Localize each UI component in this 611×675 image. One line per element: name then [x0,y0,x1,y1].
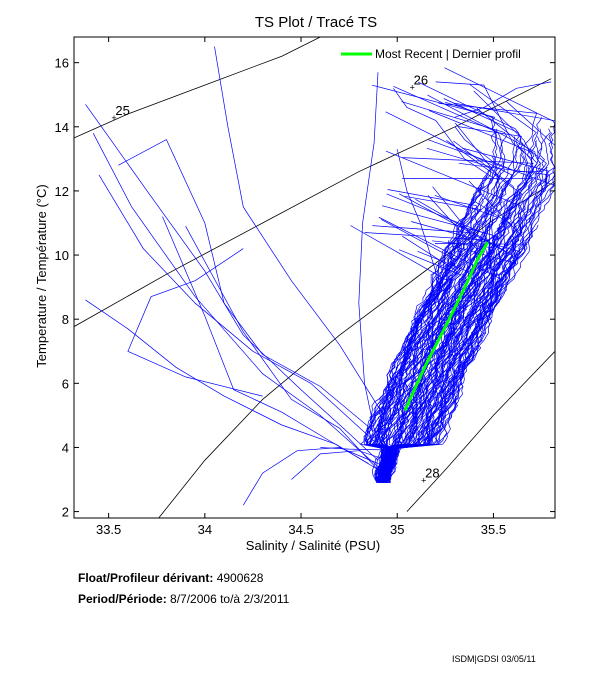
footer-credit: ISDM|GDSI 03/05/11 [452,654,536,664]
x-tick-label: 34.5 [288,522,313,537]
most-recent-line [403,241,489,412]
float-id: 4900628 [216,571,264,585]
y-tick-label: 14 [55,120,69,135]
y-tick-label: 4 [62,440,69,455]
density-contour [74,78,552,328]
contour-label: 25 [115,103,129,118]
profile-line [365,236,466,483]
density-contour [74,37,321,139]
period-info: Period/Période: 8/7/2006 to/à 2/3/2011 [78,592,289,606]
x-axis: 33.5 34 34.5 35 35.5 [96,37,506,537]
contour-marker: + [410,83,415,93]
y-axis: 2 4 6 8 10 12 14 16 [55,56,555,520]
profile-line [381,157,534,483]
y-tick-label: 16 [55,56,69,71]
contour-labels: +25+26+28 [111,73,439,486]
profile-line [375,163,504,483]
profile-line [350,225,452,483]
profile-line [384,197,529,483]
legend-label: Most Recent | Dernier profil [375,47,521,61]
profile-line [377,85,505,483]
profile-line [85,299,384,474]
density-contour [158,180,555,518]
profile-line [385,243,528,483]
profile-line [381,201,505,483]
x-tick-label: 33.5 [96,522,121,537]
y-tick-label: 12 [55,184,69,199]
profile-line [387,101,555,483]
profile-line [127,248,263,397]
contour-label: 28 [425,466,439,481]
profile-line [435,81,533,160]
profile-line [118,139,375,432]
y-tick-label: 6 [62,376,69,391]
profile-line [384,126,525,483]
profile-line [185,226,379,471]
profile-line [162,216,369,464]
y-tick-label: 10 [55,248,69,263]
profile-line [367,182,485,483]
period-start: 8/7/2006 [170,592,217,606]
profile-line [375,122,501,483]
profile-line [393,88,494,179]
plot-frame [73,36,556,519]
historical-profiles [85,46,555,506]
chart-title: TS Plot / Tracé TS [255,14,377,31]
profile-line [489,223,492,310]
profile-line [385,244,517,483]
profile-line [372,236,467,483]
contour-label: 26 [414,73,428,88]
period-label: Period/Période: [78,592,167,606]
profile-line [243,447,379,506]
profile-line [291,450,388,480]
density-contour [406,351,555,512]
profile-line [92,133,379,467]
x-axis-label: Salinity / Salinité (PSU) [246,538,380,553]
profile-line [320,447,388,451]
x-tick-label: 34 [198,522,212,537]
x-tick-label: 35 [390,522,404,537]
most-recent-profile [403,241,489,412]
profile-line [385,224,539,483]
density-contours [74,37,555,518]
profile-line [384,139,555,483]
profile-line [358,72,379,448]
period-separator: to/à [220,592,241,606]
profile-line [368,84,502,483]
profile-line [379,94,541,483]
profile-line [365,240,450,483]
profile-line [380,110,538,483]
profile-line [214,46,388,422]
profile-line [376,101,508,483]
profile-line [396,149,440,320]
profile-line [85,104,379,461]
period-end: 2/3/2011 [243,592,290,606]
y-tick-label: 2 [62,505,69,520]
profile-line [98,174,375,442]
contour-marker: + [111,113,116,123]
profile-line [387,221,522,483]
profile-line [388,216,523,483]
contour-marker: + [421,476,426,486]
float-label: Float/Profileur dérivant: [78,571,214,585]
float-info: Float/Profileur dérivant: 4900628 [78,571,263,585]
y-axis-label: Temperature / Température (°C) [34,184,49,367]
profile-line [454,126,542,173]
legend: Most Recent | Dernier profil [341,47,521,61]
x-tick-label: 35.5 [481,522,506,537]
y-tick-label: 8 [62,312,69,327]
profile-line [454,81,552,118]
profile-line [383,140,523,483]
